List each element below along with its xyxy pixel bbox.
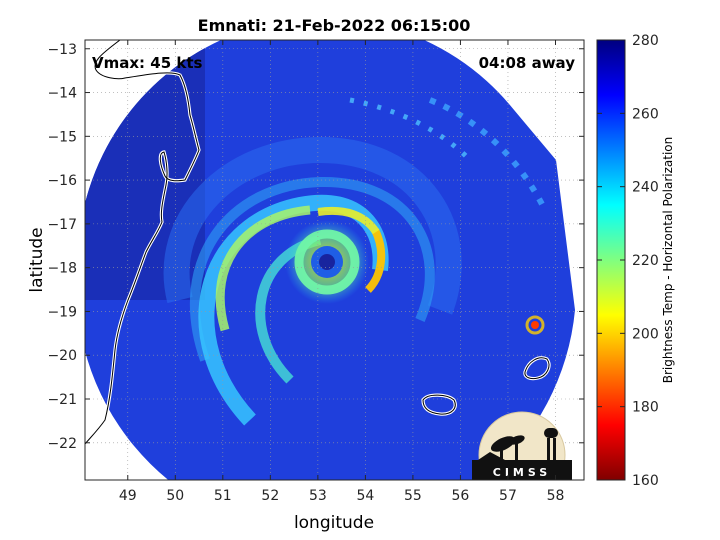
colorbar-ticks: 280 260 240 220 200 180 160 [597,33,659,489]
x-tick-label: 50 [166,488,184,504]
y-tick-label: −20 [47,348,77,364]
x-axis-label: longitude [294,513,374,533]
x-tick-label: 57 [499,488,517,504]
colorbar-tick-label: 280 [632,33,659,49]
logo-text: CIMSS [493,466,551,479]
y-tick-label: −13 [47,42,77,58]
y-axis-label: latitude [27,227,47,292]
y-tick-label: −14 [47,86,77,102]
swath [85,40,576,480]
x-tick-label: 51 [214,488,232,504]
colorbar-label: Brightness Temp - Horizontal Polarizatio… [661,137,675,384]
x-tick-label: 53 [309,488,327,504]
x-axis: 49 50 51 52 53 54 55 56 57 58 [119,40,565,504]
colorbar-tick-label: 220 [632,253,659,269]
y-tick-label: −22 [47,436,77,452]
y-tick-label: −18 [47,261,77,277]
y-axis: −13 −14 −15 −16 −17 −18 −19 −20 −21 −22 [47,42,584,452]
colorbar-tick-label: 160 [632,473,659,489]
x-tick-label: 56 [452,488,470,504]
x-tick-label: 58 [547,488,565,504]
x-tick-label: 49 [119,488,137,504]
y-tick-label: −17 [47,217,77,233]
y-tick-label: −21 [47,392,77,408]
x-tick-label: 54 [356,488,374,504]
y-tick-label: −19 [47,304,77,320]
grid [85,40,584,480]
y-tick-label: −16 [47,173,77,189]
coastline-inner [85,40,550,445]
y-tick-label: −15 [47,129,77,145]
time-away-label: 04:08 away [479,54,576,72]
colorbar-tick-label: 260 [632,106,659,122]
colorbar-tick-label: 200 [632,326,659,342]
colorbar-tick-label: 180 [632,400,659,416]
vmax-label: Vmax: 45 kts [92,54,202,72]
chart-title: Emnati: 21-Feb-2022 06:15:00 [198,16,471,35]
colorbar-tick-label: 240 [632,180,659,196]
x-tick-label: 55 [404,488,422,504]
x-tick-label: 52 [261,488,279,504]
cimss-logo: CIMSS [472,411,572,480]
